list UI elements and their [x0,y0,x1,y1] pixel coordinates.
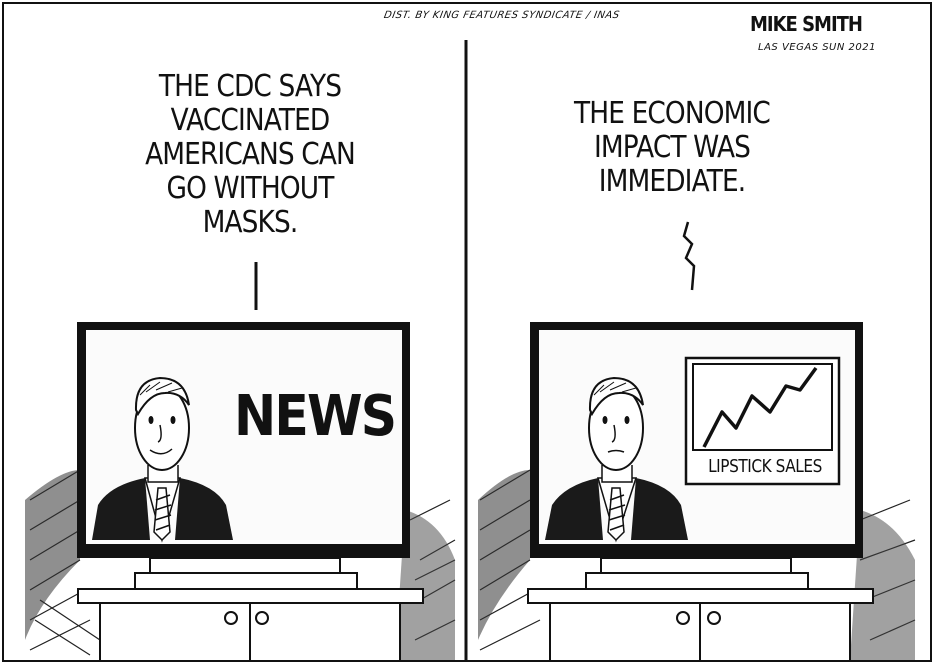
right-panel-art [478,221,916,662]
chart-rising-line [702,366,818,448]
left-shadow [25,470,80,640]
artist-signature: MIKE SMITH [750,12,863,36]
right-cabinet-knob-1 [676,611,690,625]
right-shadow [478,470,530,640]
left-cabinet-knob-2 [255,611,269,625]
right-cabinet-knob-2 [707,611,721,625]
right-tv-neck [600,557,792,575]
right-anchorman [545,376,688,543]
syndicate-credit: DIST. BY KING FEATURES SYNDICATE / INAS [383,10,621,21]
left-tv-base [134,572,358,590]
right-caption: THE ECONOMIC IMPACT WAS IMMEDIATE. [574,96,771,199]
left-cabinet-top [77,588,424,604]
chart-label: LIPSTICK SALES [708,456,822,477]
right-tv-base [585,572,809,590]
left-tv-neck [149,557,341,575]
news-screen-word: NEWS [234,384,397,449]
left-panel-art [25,262,456,662]
right-speech-line [682,221,696,291]
left-anchorman [92,376,233,543]
left-caption: THE CDC SAYS VACCINATED AMERICANS CAN GO… [145,69,356,240]
left-cabinet-knob-1 [224,611,238,625]
right-cabinet-top [527,588,874,604]
right-shadow-right [850,510,915,660]
artist-signature-sub: LAS VEGAS SUN 2021 [758,42,876,53]
